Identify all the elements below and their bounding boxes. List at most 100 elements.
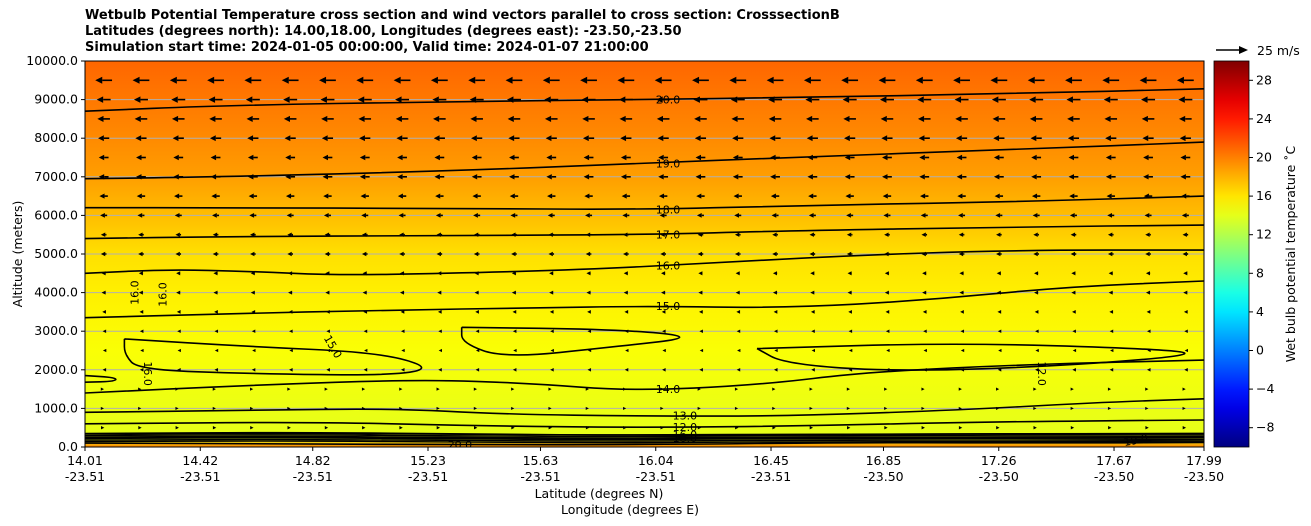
- wind-vector-head: [511, 290, 516, 295]
- contour-label: 16.0: [656, 260, 681, 273]
- wind-vector-head: [772, 387, 776, 391]
- wind-vector-head: [957, 193, 963, 199]
- wind-vector-head: [1035, 368, 1039, 372]
- wind-vector-head: [177, 368, 181, 372]
- wind-vector-head: [990, 76, 998, 84]
- wind-vector-head: [694, 115, 701, 122]
- wind-vector-head: [289, 368, 293, 372]
- wind-vector-head: [247, 174, 254, 180]
- wind-vector-head: [917, 96, 924, 103]
- wind-vector-head: [882, 193, 888, 199]
- wind-vector-head: [883, 213, 889, 218]
- x-tick-label: 14.42: [182, 453, 218, 468]
- wind-vector-head: [881, 135, 888, 142]
- wind-vector-head: [283, 96, 290, 103]
- y-tick-label: 9000.0: [34, 92, 78, 107]
- wind-vector-head: [810, 271, 815, 276]
- wind-vector-head: [356, 76, 364, 84]
- wind-vector-head: [171, 115, 179, 122]
- wind-vector-head: [511, 406, 515, 410]
- wind-vector-head: [918, 135, 925, 142]
- wind-vector-head: [436, 406, 440, 410]
- wind-vector-head: [583, 174, 590, 180]
- contour-line: [85, 438, 1204, 442]
- wind-vector-head: [251, 368, 256, 372]
- wind-vector-head: [1035, 329, 1039, 333]
- wind-vector-head: [805, 96, 812, 103]
- contour-line: [85, 435, 1204, 439]
- wind-vector-head: [547, 213, 553, 218]
- wind-vector-head: [509, 154, 515, 161]
- wind-vector-head: [1184, 329, 1188, 333]
- wind-vector-head: [662, 368, 666, 372]
- wind-vector-head: [1107, 387, 1112, 391]
- wind-vector-head: [730, 96, 738, 103]
- wind-vector-head: [1147, 329, 1151, 333]
- wind-vector-head: [176, 271, 181, 276]
- wind-vector-head: [693, 96, 700, 103]
- wind-vector-head: [882, 174, 888, 180]
- wind-vector-head: [1179, 115, 1186, 122]
- wind-vector-head: [1033, 251, 1038, 257]
- wind-vector-head: [1030, 135, 1037, 142]
- wind-vector-head: [177, 329, 181, 333]
- wind-vector-head: [281, 76, 289, 84]
- wind-vector-head: [774, 329, 778, 333]
- wind-vector-head: [468, 76, 476, 84]
- wind-vector-head: [98, 174, 105, 180]
- wind-vector-head: [512, 310, 517, 314]
- wind-vector-head: [399, 232, 404, 237]
- wind-vector-head: [692, 76, 700, 84]
- wind-vector-head: [1032, 213, 1038, 218]
- wind-vector-head: [133, 96, 141, 103]
- x-tick-label: 16.45: [753, 453, 789, 468]
- wind-vector-head: [697, 232, 703, 237]
- wind-vector-head: [993, 174, 1000, 180]
- contour-line: [85, 419, 1204, 428]
- wind-vector-head: [393, 76, 401, 84]
- wind-vector-head: [737, 348, 741, 353]
- wind-vector-head: [171, 96, 178, 103]
- wind-vector-head: [1144, 213, 1150, 218]
- wind-vector-head: [921, 406, 925, 410]
- wind-vector-head: [580, 76, 588, 84]
- wind-vector-head: [471, 154, 478, 161]
- contour-label: 12.0: [673, 421, 698, 434]
- wind-vector-head: [771, 213, 777, 218]
- y-tick-label: 3000.0: [34, 323, 78, 338]
- wind-key: 25 m/s: [1216, 43, 1300, 58]
- wind-vector-head: [808, 193, 814, 199]
- wind-vector-head: [100, 213, 105, 218]
- wind-vector-head: [697, 426, 702, 430]
- wind-vector-head: [397, 174, 403, 180]
- wind-vector-head: [251, 310, 256, 314]
- wind-vector-head: [1070, 251, 1076, 257]
- wind-vector-head: [656, 115, 663, 122]
- wind-vector-head: [658, 174, 664, 180]
- wind-vector-head: [436, 251, 441, 257]
- colorbar-tick-label: 12: [1256, 227, 1272, 242]
- wind-vector-head: [733, 193, 739, 199]
- wind-vector-head: [774, 368, 778, 372]
- wind-vector-head: [474, 426, 478, 430]
- wind-vector-head: [475, 329, 480, 333]
- wind-vector-head: [250, 271, 255, 276]
- wind-vector-head: [1105, 135, 1111, 142]
- wind-vector-head: [140, 348, 144, 353]
- wind-vector-head: [548, 387, 552, 391]
- wind-vector-head: [244, 76, 252, 84]
- contour-line: [85, 441, 1204, 446]
- wind-vector-head: [509, 193, 515, 199]
- wind-vector-head: [623, 406, 627, 410]
- wind-vector-head: [175, 232, 180, 237]
- wind-vector-head: [546, 154, 552, 161]
- wind-vector-head: [657, 135, 664, 142]
- wind-vector-head: [661, 271, 666, 276]
- wind-vector-head: [136, 154, 142, 161]
- contour-line: [123, 338, 423, 376]
- wind-vector-head: [471, 174, 478, 180]
- wind-vector-head: [958, 232, 964, 237]
- wind-vector-head: [100, 406, 104, 410]
- wind-vector-head: [878, 76, 886, 84]
